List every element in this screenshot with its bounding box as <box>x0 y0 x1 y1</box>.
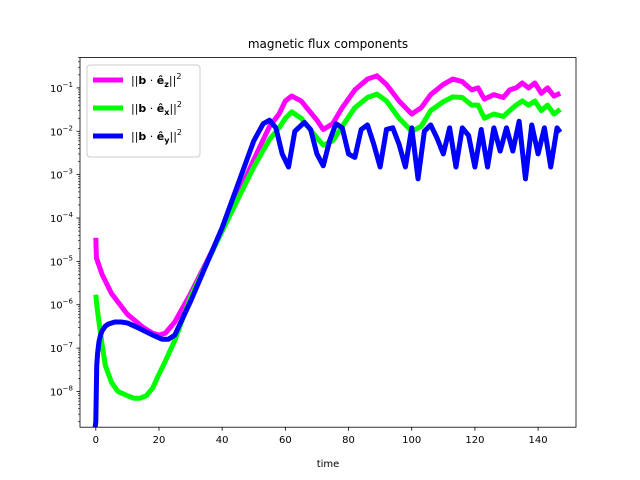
x-tick-label: 100 <box>402 435 421 446</box>
legend-label-x: ||b · êx||2 <box>131 100 182 117</box>
series-line-y <box>92 117 563 428</box>
y-tick-label: 10−5 <box>50 254 73 268</box>
series-line-x <box>93 91 562 401</box>
x-tick-label: 80 <box>342 435 355 446</box>
axes-frame <box>79 57 577 428</box>
axes: 0 20 40 60 80 100 120 140 10−8 10−7 10−6 10−5 10−4 10… <box>50 57 577 446</box>
y-tick-label: 10−1 <box>50 81 73 95</box>
x-axis-label: time <box>317 459 340 470</box>
legend-label-y: ||b · êy||2 <box>131 128 182 145</box>
x-tick-label: 40 <box>216 435 229 446</box>
series-line-z <box>93 73 562 338</box>
x-tick-label: 60 <box>279 435 292 446</box>
y-tick-label: 10−4 <box>50 211 74 225</box>
y-tick-label: 10−3 <box>50 168 73 182</box>
legend: ||b · êz||2 ||b · êx||2 ||b · êy||2 <box>86 64 201 158</box>
y-tick-label: 10−6 <box>50 298 74 312</box>
x-tick-label: 140 <box>529 435 548 446</box>
x-tick-label: 20 <box>153 435 166 446</box>
y-tick-label: 10−7 <box>50 341 73 355</box>
legend-label-z: ||b · êz||2 <box>131 72 181 89</box>
y-tick-label: 10−2 <box>50 124 73 138</box>
plot-area <box>92 73 563 428</box>
x-tick-label: 0 <box>93 435 99 446</box>
y-tick-label: 10−8 <box>50 384 73 398</box>
x-tick-label: 120 <box>465 435 484 446</box>
chart-title: magnetic flux components <box>248 37 408 51</box>
